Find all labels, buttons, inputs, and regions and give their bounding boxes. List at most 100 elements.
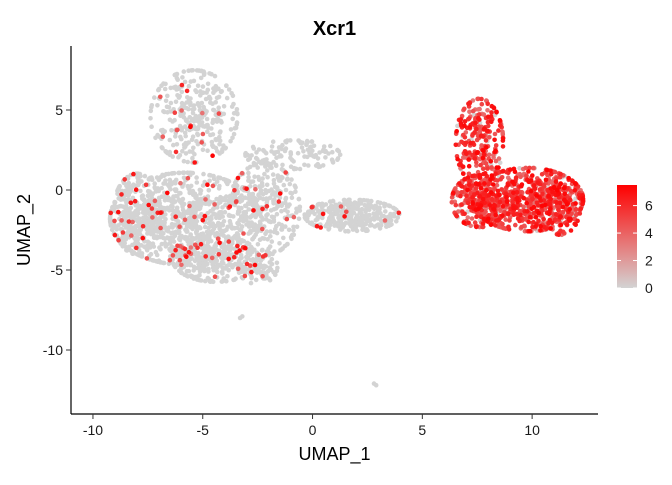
cell-point bbox=[138, 188, 143, 194]
expressing-cell-point bbox=[477, 128, 483, 134]
cell-point bbox=[333, 208, 338, 213]
cell-point bbox=[159, 83, 164, 88]
expressing-cell-point bbox=[203, 197, 208, 202]
cell-point bbox=[173, 134, 178, 139]
cell-point bbox=[168, 85, 173, 91]
cell-point bbox=[372, 224, 378, 229]
cell-point bbox=[253, 196, 259, 202]
cell-point bbox=[350, 206, 356, 211]
cell-point bbox=[192, 218, 197, 224]
expressing-cell-point bbox=[128, 200, 134, 206]
expressing-cell-point bbox=[485, 119, 491, 125]
expressing-cell-point bbox=[466, 101, 471, 106]
cell-point bbox=[115, 191, 120, 197]
cell-point bbox=[359, 211, 364, 216]
cell-point bbox=[209, 71, 214, 77]
expressing-cell-point bbox=[232, 188, 237, 193]
expressing-cell-point bbox=[134, 245, 139, 251]
cell-point bbox=[288, 190, 293, 196]
expressing-cell-point bbox=[170, 253, 176, 258]
cell-point bbox=[177, 229, 182, 235]
expressing-cell-point bbox=[482, 181, 487, 186]
expressing-cell-point bbox=[558, 222, 564, 228]
expressing-cell-point bbox=[199, 140, 204, 145]
cell-point bbox=[455, 123, 460, 129]
expressing-cell-point bbox=[531, 204, 537, 210]
cell-point bbox=[166, 105, 172, 110]
expressing-cell-point bbox=[480, 155, 486, 161]
expressing-cell-point bbox=[548, 168, 553, 173]
cell-point bbox=[196, 120, 202, 125]
expressing-cell-point bbox=[469, 216, 475, 221]
cell-point bbox=[273, 272, 278, 277]
expressing-cell-point bbox=[555, 187, 560, 193]
cell-point bbox=[251, 234, 257, 240]
cell-point bbox=[170, 154, 175, 159]
cell-point bbox=[200, 84, 206, 89]
cell-point bbox=[279, 166, 285, 172]
cell-point bbox=[341, 197, 347, 203]
cell-point bbox=[306, 163, 311, 168]
expressing-cell-point bbox=[187, 203, 192, 209]
cell-point bbox=[190, 110, 196, 116]
cell-point bbox=[364, 204, 369, 209]
cell-point bbox=[190, 274, 195, 279]
expressing-cell-point bbox=[460, 171, 466, 176]
cell-point bbox=[277, 195, 283, 201]
expressing-cell-point bbox=[564, 202, 570, 207]
cell-point bbox=[309, 152, 314, 157]
cell-point bbox=[155, 103, 160, 108]
cell-point bbox=[250, 191, 256, 197]
cell-point bbox=[372, 206, 377, 212]
expressing-cell-point bbox=[382, 218, 388, 223]
expressing-cell-point bbox=[535, 203, 541, 208]
x-tick-label: -5 bbox=[197, 422, 210, 438]
expressing-cell-point bbox=[150, 215, 155, 220]
cell-point bbox=[210, 120, 215, 126]
cell-point bbox=[263, 190, 269, 196]
cell-point bbox=[337, 222, 343, 228]
cell-point bbox=[163, 81, 168, 87]
expressing-cell-point bbox=[511, 212, 516, 217]
cell-point bbox=[270, 139, 276, 144]
cell-point bbox=[307, 220, 313, 226]
expressing-cell-point bbox=[465, 215, 471, 220]
cell-point bbox=[222, 209, 228, 215]
cell-point bbox=[153, 135, 158, 141]
cell-point bbox=[289, 195, 295, 200]
cell-point bbox=[264, 229, 270, 234]
expressing-cell-point bbox=[160, 134, 166, 139]
expressing-cell-point bbox=[491, 202, 497, 208]
cell-point bbox=[184, 209, 190, 214]
cell-point bbox=[289, 177, 294, 182]
expressing-cell-point bbox=[486, 123, 491, 129]
expressing-cell-point bbox=[198, 241, 204, 247]
cell-point bbox=[175, 194, 180, 199]
expressing-cell-point bbox=[474, 214, 479, 219]
expressing-cell-point bbox=[462, 177, 467, 182]
cell-point bbox=[341, 221, 347, 227]
cell-point bbox=[201, 245, 206, 250]
cell-point bbox=[308, 144, 314, 149]
cell-point bbox=[163, 178, 168, 183]
cell-point bbox=[282, 207, 288, 213]
expressing-cell-point bbox=[491, 105, 497, 111]
expressing-cell-point bbox=[478, 133, 484, 139]
cell-point bbox=[210, 101, 215, 106]
cell-point bbox=[198, 68, 204, 74]
expressing-cell-point bbox=[473, 120, 478, 126]
expressing-cell-point bbox=[226, 239, 232, 244]
cell-point bbox=[326, 151, 331, 156]
expressing-cell-point bbox=[546, 211, 552, 217]
expressing-cell-point bbox=[481, 166, 486, 171]
cell-point bbox=[230, 241, 235, 246]
expressing-cell-point bbox=[493, 143, 499, 148]
cell-point bbox=[224, 95, 230, 101]
expressing-cell-point bbox=[500, 136, 506, 141]
points-layer bbox=[107, 68, 586, 388]
cell-point bbox=[131, 211, 136, 216]
cell-point bbox=[229, 225, 234, 230]
cell-point bbox=[190, 155, 195, 161]
expressing-cell-point bbox=[531, 183, 537, 188]
